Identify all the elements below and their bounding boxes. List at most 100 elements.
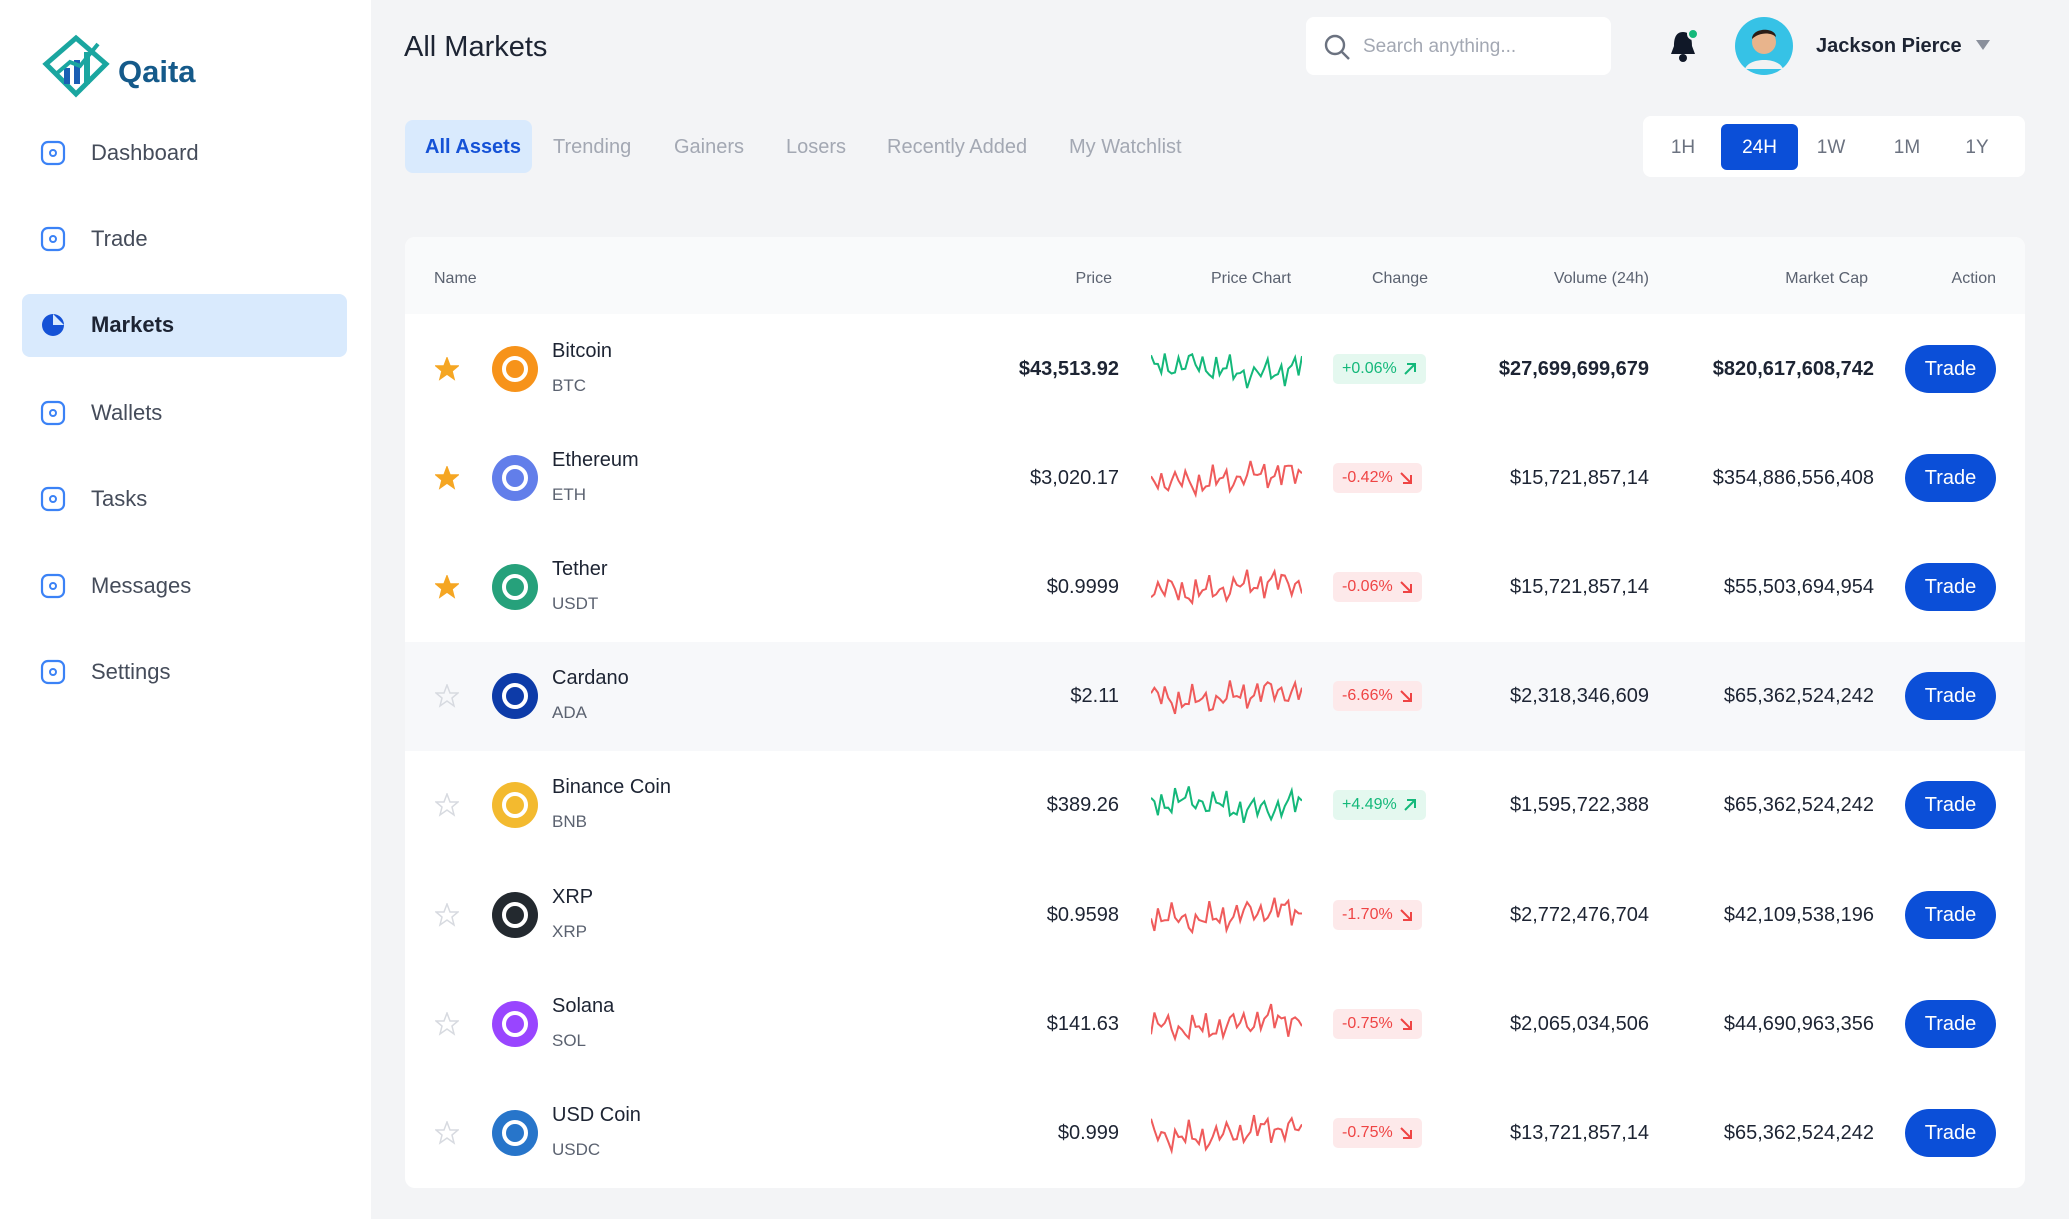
favorite-star-part <box>435 793 459 818</box>
nav-icon <box>42 314 64 336</box>
trade-button[interactable]: Trade <box>1905 344 1996 393</box>
favorite-star[interactable] <box>435 575 459 599</box>
brand-name: Qaita <box>118 54 196 89</box>
favorite-star-part <box>435 902 459 927</box>
change-value: -0.42% <box>1342 468 1393 486</box>
favorite-star[interactable] <box>435 902 459 927</box>
favorite-star-part <box>435 465 459 490</box>
column-header: Price Chart <box>1210 270 1292 287</box>
nav-item[interactable] <box>22 468 347 531</box>
asset-price: $43,513.92 <box>1018 357 1119 380</box>
trade-button-label: Trade <box>1924 1122 1977 1144</box>
nav-icon <box>40 400 66 426</box>
trade-button-label: Trade <box>1924 794 1977 817</box>
asset-price: $0.999 <box>1057 1122 1119 1144</box>
asset-price: $141.63 <box>1046 1012 1119 1035</box>
nav-icon-part <box>49 668 57 676</box>
change-arrow <box>1399 690 1412 703</box>
nav-active-bg <box>22 294 347 357</box>
asset-market-cap: $65,362,524,242 <box>1723 685 1874 708</box>
change-arrow <box>1399 581 1412 593</box>
range-option[interactable]: 24H <box>1721 124 1798 170</box>
range-option[interactable]: 1Y <box>1947 124 2007 170</box>
nav-icon <box>40 659 66 685</box>
logo-mark-part <box>42 34 110 98</box>
trade-button[interactable]: Trade <box>1905 1109 1996 1157</box>
tab-active-bg <box>405 120 532 173</box>
trade-button[interactable]: Trade <box>1905 672 1996 721</box>
asset-volume: $2,318,346,609 <box>1509 685 1649 708</box>
coin-icon <box>492 454 538 501</box>
asset-name: XRP <box>552 885 594 908</box>
notification-bell <box>1671 28 1699 62</box>
asset-name: Solana <box>552 994 615 1017</box>
column-header: Change <box>1371 270 1429 287</box>
trade-button[interactable]: Trade <box>1905 781 1996 830</box>
user-menu-caret <box>1976 40 1990 50</box>
nav-item[interactable] <box>22 208 347 271</box>
filter-tab[interactable]: Losers <box>786 136 847 158</box>
notification-bell-part <box>1679 54 1687 62</box>
coin-icon-part <box>492 564 538 610</box>
filter-tab[interactable]: Recently Added <box>887 136 1028 158</box>
search-box[interactable]: Search anything... <box>1306 17 1611 75</box>
user-name: Jackson Pierce <box>1816 35 1962 57</box>
favorite-star[interactable] <box>435 793 459 818</box>
price-sparkline <box>1151 460 1302 498</box>
change-badge: -1.70% <box>1333 899 1422 930</box>
asset-volume: $2,772,476,704 <box>1509 903 1649 926</box>
filter-tab[interactable]: My Watchlist <box>1069 136 1182 158</box>
asset-market-cap: $44,690,963,356 <box>1723 1012 1874 1035</box>
nav-icon <box>40 140 66 166</box>
filter-tab[interactable]: Trending <box>553 136 632 158</box>
filter-tab[interactable]: Gainers <box>674 136 745 158</box>
trade-button[interactable]: Trade <box>1905 890 1996 939</box>
change-value: -0.75% <box>1342 1124 1393 1141</box>
change-value: -6.66% <box>1342 687 1393 705</box>
price-sparkline <box>1151 1003 1302 1042</box>
favorite-star[interactable] <box>435 1011 459 1036</box>
coin-icon-part <box>492 345 538 392</box>
logo-mark-part <box>54 42 100 76</box>
trade-button[interactable]: Trade <box>1905 453 1996 502</box>
asset-symbol: SOL <box>552 1030 587 1050</box>
price-sparkline <box>1151 679 1302 715</box>
asset-symbol: ADA <box>552 703 587 723</box>
asset-symbol: ETH <box>552 484 586 504</box>
trade-button[interactable]: Trade <box>1905 999 1996 1048</box>
range-label: 1M <box>1893 136 1921 158</box>
user-avatar-part <box>1752 30 1776 54</box>
asset-volume: $15,721,857,14 <box>1509 576 1649 598</box>
nav-icon-part <box>49 495 57 503</box>
coin-icon-part <box>492 454 538 501</box>
coin-icon-part <box>502 355 528 382</box>
price-sparkline-part <box>1151 897 1302 935</box>
trade-button[interactable]: Trade <box>1905 563 1996 611</box>
nav-icon-part <box>40 400 66 426</box>
asset-symbol: USDT <box>552 594 599 613</box>
price-sparkline-part <box>1151 568 1302 606</box>
filter-tab[interactable]: All Assets <box>425 136 521 158</box>
nav-item[interactable] <box>22 382 347 445</box>
range-option[interactable]: 1H <box>1653 124 1713 170</box>
range-option[interactable]: 1W <box>1801 124 1861 170</box>
coin-icon-part <box>502 464 528 491</box>
nav-icon-part <box>49 582 57 590</box>
column-header: Market Cap <box>1785 270 1868 287</box>
favorite-star[interactable] <box>435 356 459 381</box>
change-badge: -0.75% <box>1333 1118 1422 1148</box>
trade-button-label: Trade <box>1924 466 1977 489</box>
asset-volume: $2,065,034,506 <box>1509 1012 1649 1035</box>
favorite-star-part <box>435 356 459 381</box>
asset-volume: $27,699,699,679 <box>1498 357 1649 380</box>
favorite-star[interactable] <box>435 465 459 490</box>
favorite-star[interactable] <box>435 1121 459 1145</box>
nav-icon-part <box>53 314 64 325</box>
range-option[interactable]: 1M <box>1877 124 1937 170</box>
nav-item[interactable] <box>22 294 347 357</box>
asset-name: Tether <box>552 558 608 580</box>
favorite-star[interactable] <box>435 684 459 708</box>
nav-item[interactable] <box>22 641 347 704</box>
change-arrow <box>1404 362 1416 375</box>
user-menu-caret-part <box>1976 40 1990 50</box>
